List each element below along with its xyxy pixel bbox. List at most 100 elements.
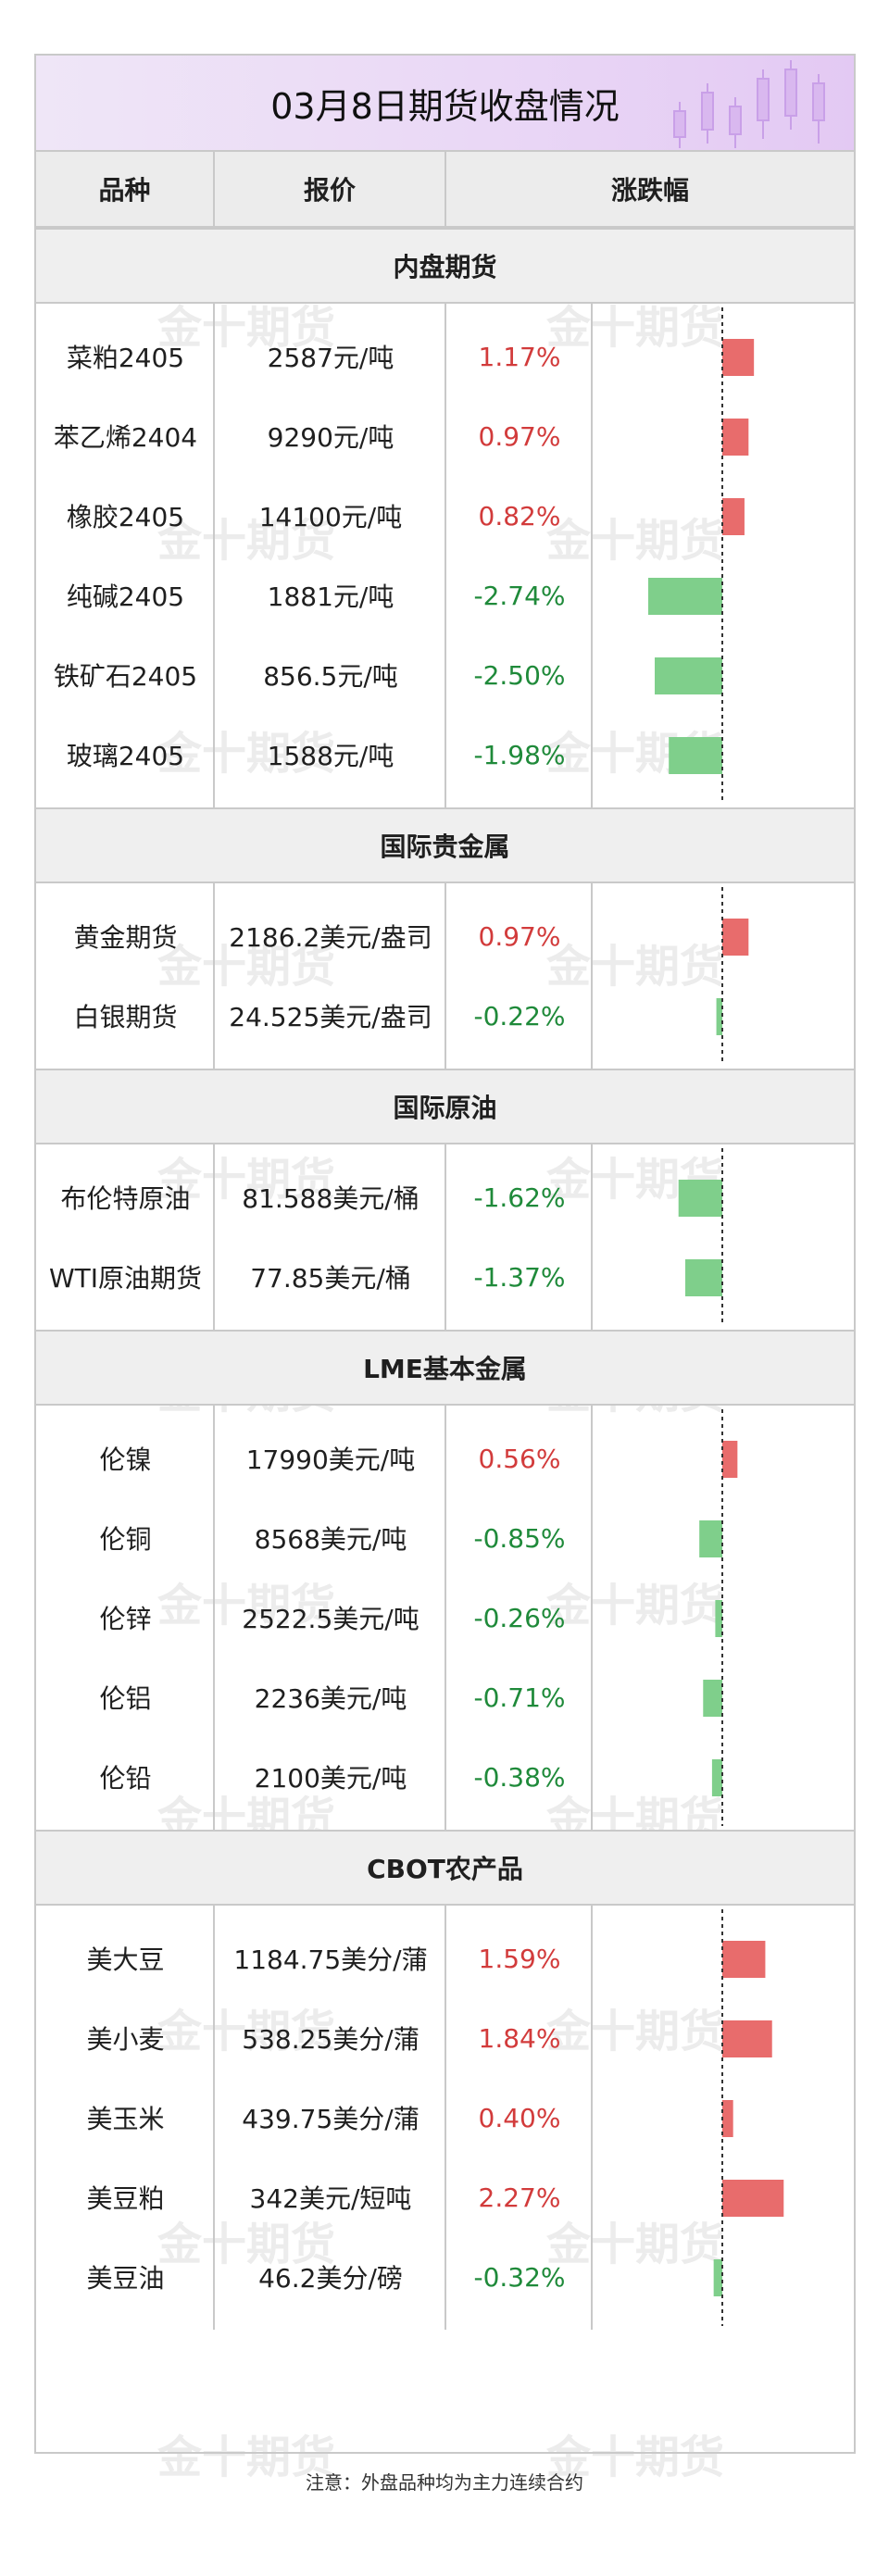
column-divider xyxy=(591,304,593,807)
cell-change: -1.37% xyxy=(473,1261,566,1293)
column-divider xyxy=(213,304,215,807)
cell-price: 2186.2美元/盎司 xyxy=(229,922,432,953)
column-divider xyxy=(213,1906,215,2330)
bar-axis xyxy=(678,1148,723,1326)
table-row: 伦铝 2236美元/吨 -0.71% xyxy=(36,1657,854,1737)
cell-change: -0.71% xyxy=(473,1682,566,1713)
bar xyxy=(715,1600,722,1637)
cell-price: 2100美元/吨 xyxy=(254,1763,407,1794)
cell-change: -1.62% xyxy=(473,1182,566,1213)
column-divider xyxy=(591,1144,593,1330)
table-row: 菜粕2405 2587元/吨 1.17% xyxy=(36,317,854,396)
section-header: 国际贵金属 xyxy=(34,807,856,883)
bar xyxy=(722,419,749,456)
cell-change: 0.97% xyxy=(478,920,561,952)
table-row: 纯碱2405 1881元/吨 -2.74% xyxy=(36,556,854,635)
cell-change: 1.59% xyxy=(478,1943,561,1974)
bar xyxy=(722,1441,738,1478)
section-rows: 伦镍 17990美元/吨 0.56% 伦铜 8568美元/吨 -0.85% 伦锌 2522.5… xyxy=(34,1406,856,1830)
cell-change: 1.84% xyxy=(478,2022,561,2054)
candlestick-decoration-icon xyxy=(673,60,825,148)
cell-price: 439.75美分/蒲 xyxy=(242,2104,419,2134)
column-divider xyxy=(591,883,593,1069)
bar xyxy=(711,1759,722,1796)
table-row: 伦镍 17990美元/吨 0.56% xyxy=(36,1419,854,1498)
cell-name: 玻璃2405 xyxy=(66,741,185,771)
bar xyxy=(722,2180,784,2217)
column-divider xyxy=(591,1406,593,1830)
cell-price: 14100元/吨 xyxy=(258,502,403,532)
bar xyxy=(703,1680,722,1717)
bar xyxy=(655,657,722,694)
table-row: 美豆油 46.2美分/磅 -0.32% xyxy=(36,2237,854,2317)
cell-name: 美玉米 xyxy=(86,2104,165,2134)
cell-name: 白银期货 xyxy=(73,1002,178,1032)
cell-price: 1184.75美分/蒲 xyxy=(233,1945,428,1975)
bar xyxy=(685,1259,722,1296)
page-title: 03月8日期货收盘情况 xyxy=(270,85,620,127)
cell-change: -2.50% xyxy=(473,659,566,691)
bar-axis xyxy=(716,887,749,1065)
cell-name: 美豆油 xyxy=(86,2263,165,2294)
bar-axis xyxy=(648,307,755,804)
cell-change: 0.40% xyxy=(478,2102,561,2133)
cell-name: 橡胶2405 xyxy=(66,502,185,532)
cell-change: 0.82% xyxy=(478,500,561,531)
bar xyxy=(648,578,722,615)
bar xyxy=(699,1520,722,1557)
section-rows: 布伦特原油 81.588美元/桶 -1.62% WTI原油期货 77.85美元/桶 -1.… xyxy=(34,1144,856,1330)
cell-change: 0.56% xyxy=(478,1443,561,1474)
cell-change: -0.32% xyxy=(473,2261,566,2293)
cell-name: 铁矿石2405 xyxy=(53,661,198,692)
bar xyxy=(722,498,745,535)
cell-name: 美大豆 xyxy=(86,1945,165,1975)
table-row: 美大豆 1184.75美分/蒲 1.59% xyxy=(36,1919,854,1998)
cell-change: -2.74% xyxy=(473,580,566,611)
cell-change: -1.98% xyxy=(473,739,566,770)
cell-price: 46.2美分/磅 xyxy=(258,2263,403,2294)
header-price: 报价 xyxy=(215,152,446,226)
cell-name: 美豆粕 xyxy=(86,2183,165,2214)
bar xyxy=(716,998,722,1035)
cell-price: 538.25美分/蒲 xyxy=(242,2024,419,2055)
column-divider xyxy=(444,1406,446,1830)
cell-name: WTI原油期货 xyxy=(48,1263,203,1294)
cell-change: 1.17% xyxy=(478,341,561,372)
table-row: 布伦特原油 81.588美元/桶 -1.62% xyxy=(36,1157,854,1237)
table-row: 美小麦 538.25美分/蒲 1.84% xyxy=(36,1998,854,2078)
bar xyxy=(713,2259,722,2296)
table-row: 白银期货 24.525美元/盎司 -0.22% xyxy=(36,976,854,1056)
cell-price: 17990美元/吨 xyxy=(245,1444,416,1475)
header-name: 品种 xyxy=(36,152,215,226)
cell-price: 81.588美元/桶 xyxy=(242,1183,419,1214)
section-rows: 菜粕2405 2587元/吨 1.17% 苯乙烯2404 9290元/吨 0.97% 橡胶2… xyxy=(34,304,856,807)
cell-price: 856.5元/吨 xyxy=(263,661,398,692)
cell-name: 菜粕2405 xyxy=(66,343,185,373)
bar-axis xyxy=(699,1409,738,1826)
cell-change: 0.97% xyxy=(478,420,561,452)
cell-name: 伦铅 xyxy=(99,1763,152,1794)
table-row: 铁矿石2405 856.5元/吨 -2.50% xyxy=(36,635,854,715)
table-row: 伦锌 2522.5美元/吨 -0.26% xyxy=(36,1578,854,1657)
cell-price: 2522.5美元/吨 xyxy=(242,1604,419,1634)
cell-price: 24.525美元/盎司 xyxy=(229,1002,432,1032)
bar-axis xyxy=(713,1909,784,2326)
bar xyxy=(722,2020,772,2057)
cell-price: 9290元/吨 xyxy=(267,422,394,453)
cell-price: 2587元/吨 xyxy=(267,343,394,373)
column-divider xyxy=(213,1144,215,1330)
column-divider xyxy=(444,1144,446,1330)
cell-price: 8568美元/吨 xyxy=(254,1524,407,1555)
section-header: 内盘期货 xyxy=(34,228,856,304)
table-header: 品种 报价 涨跌幅 xyxy=(34,150,856,228)
cell-name: 布伦特原油 xyxy=(60,1183,191,1214)
cell-name: 黄金期货 xyxy=(73,922,178,953)
table-row: 美豆粕 342美元/短吨 2.27% xyxy=(36,2157,854,2237)
cell-name: 伦铜 xyxy=(99,1524,152,1555)
bar xyxy=(722,339,755,376)
bar xyxy=(669,737,722,774)
cell-name: 伦锌 xyxy=(99,1604,152,1634)
cell-change: -0.26% xyxy=(473,1602,566,1633)
column-divider xyxy=(213,1406,215,1830)
cell-change: -0.38% xyxy=(473,1761,566,1793)
